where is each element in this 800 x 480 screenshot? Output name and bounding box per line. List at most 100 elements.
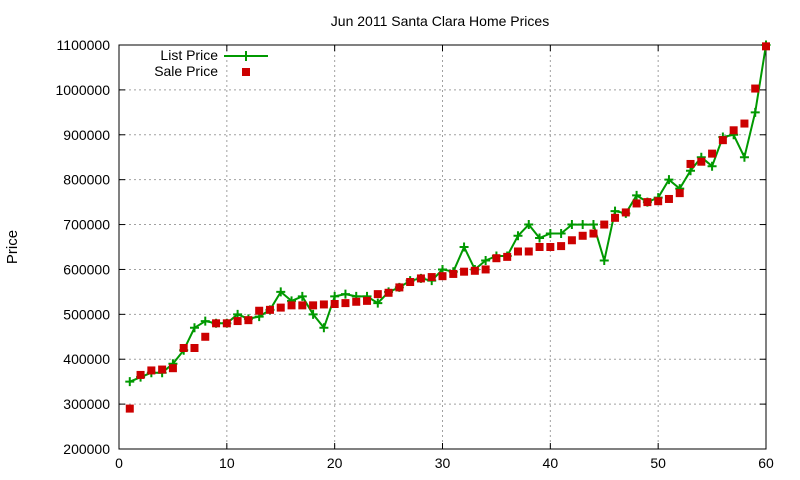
sale-price-point	[319, 300, 328, 309]
y-tick-label: 1100000	[57, 37, 111, 53]
sale-price-point	[621, 208, 630, 217]
list-price-point	[535, 233, 545, 243]
sale-price-point	[740, 119, 749, 128]
sale-price-point	[589, 229, 598, 238]
x-tick-label: 50	[650, 455, 666, 471]
sale-price-point	[460, 267, 469, 276]
legend-label-sale-price: Sale Price	[154, 63, 218, 79]
sale-price-point	[546, 243, 555, 251]
sale-price-point	[190, 344, 199, 352]
sale-price-point	[352, 297, 361, 306]
x-tick-label: 30	[435, 455, 451, 471]
list-price-point	[125, 377, 135, 387]
list-price-point	[524, 220, 534, 230]
y-tick-label: 900000	[63, 127, 110, 143]
sale-price-point	[416, 274, 425, 283]
x-tick-label: 20	[327, 455, 343, 471]
x-tick-label: 40	[543, 455, 559, 471]
series-layer	[125, 40, 771, 413]
sale-price-point	[708, 149, 717, 158]
sale-price-point	[341, 299, 350, 308]
sale-price-point	[567, 236, 576, 245]
list-price-point	[545, 229, 555, 239]
y-tick-label: 300000	[63, 396, 110, 412]
sale-price-point	[287, 301, 296, 310]
y-tick-label: 700000	[63, 217, 110, 233]
y-tick-label: 600000	[63, 261, 110, 277]
y-tick-label: 800000	[63, 172, 110, 188]
axis-ticks: 200000 300000 400000 500000 600000 700000 8000…	[55, 37, 774, 471]
sale-price-point	[751, 84, 760, 93]
sale-price-point	[201, 332, 210, 341]
sale-price-point	[395, 283, 404, 292]
sale-price-point	[330, 300, 339, 309]
sale-price-point	[611, 213, 620, 222]
sale-price-point	[481, 265, 490, 274]
sale-price-point	[406, 278, 415, 287]
sale-price-point	[718, 136, 727, 145]
list-price-point	[340, 289, 350, 299]
sale-price-point	[697, 157, 706, 166]
sale-price-point	[470, 266, 479, 275]
sale-price-point	[212, 319, 221, 328]
list-price-point	[632, 190, 642, 200]
list-price-point	[664, 175, 674, 185]
sale-price-point	[222, 319, 231, 328]
sale-price-point	[309, 301, 318, 310]
list-price-point	[330, 291, 340, 301]
y-tick-label: 500000	[63, 306, 110, 322]
list-price-point	[319, 323, 329, 333]
list-price-point	[373, 298, 383, 308]
sale-price-point	[168, 364, 177, 373]
sale-price-point	[643, 198, 652, 207]
sale-price-point	[158, 365, 167, 374]
list-price-point	[750, 107, 760, 117]
chart-title: Jun 2011 Santa Clara Home Prices	[331, 13, 549, 29]
sale-price-point	[513, 247, 522, 256]
sale-price-point	[524, 247, 533, 256]
grid	[119, 45, 766, 449]
legend-marker-list-price	[241, 51, 251, 61]
sale-price-point	[233, 317, 242, 326]
sale-price-point	[136, 370, 145, 379]
sale-price-point	[125, 404, 134, 413]
list-price-point	[481, 255, 491, 265]
sale-price-point	[244, 316, 253, 325]
sale-price-point	[600, 220, 609, 229]
sale-price-point	[729, 126, 738, 135]
list-price-point	[578, 220, 588, 230]
list-price-point	[588, 220, 598, 230]
legend: List Price Sale Price	[154, 47, 268, 79]
x-tick-label: 0	[115, 455, 123, 471]
sale-price-point	[265, 305, 274, 314]
sale-price-point	[557, 242, 566, 251]
y-tick-label: 1000000	[55, 82, 110, 98]
list-price-point	[556, 229, 566, 239]
list-price-point	[276, 287, 286, 297]
sale-price-point	[363, 296, 372, 305]
list-price-point	[739, 152, 749, 162]
sale-price-point	[675, 189, 684, 198]
sale-price-point	[255, 306, 264, 315]
y-tick-label: 200000	[63, 441, 110, 457]
list-price-point	[459, 242, 469, 252]
list-price-point	[707, 161, 717, 171]
sale-price-point	[762, 42, 770, 51]
sale-price-point	[427, 273, 436, 282]
plot-frame	[118, 44, 767, 450]
legend-marker-sale-price	[242, 68, 250, 76]
sale-price-point	[535, 243, 544, 251]
y-tick-label: 400000	[63, 351, 110, 367]
sale-price-point	[373, 290, 382, 299]
list-price-point	[513, 231, 523, 241]
list-price-point	[308, 309, 318, 319]
list-price-point	[599, 255, 609, 265]
sale-price-point	[179, 344, 188, 352]
list-price-point	[189, 323, 199, 333]
sale-price-point	[449, 269, 458, 278]
list-price-point	[297, 291, 307, 301]
sale-price-point	[686, 159, 695, 168]
sale-price-point	[664, 194, 673, 203]
sale-price-point	[438, 272, 447, 281]
